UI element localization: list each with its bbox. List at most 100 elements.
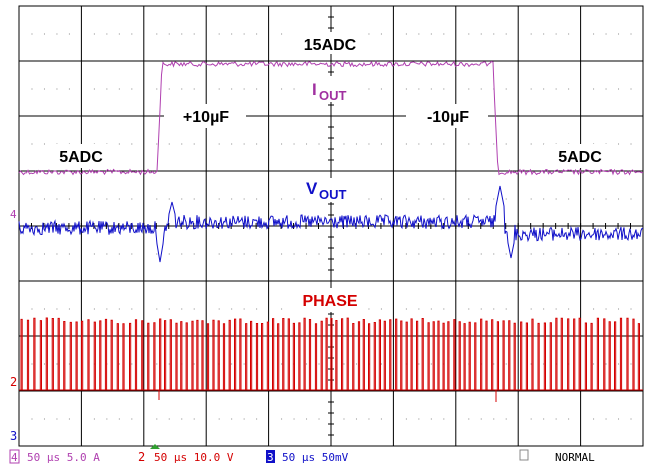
grid-dot: [630, 308, 632, 310]
grid-dot: [630, 198, 632, 200]
grid-dot: [231, 308, 233, 310]
grid-dot: [93, 308, 95, 310]
grid-dot: [193, 143, 195, 145]
grid-dot: [68, 363, 70, 365]
grid-dot: [156, 418, 158, 420]
grid-dot: [343, 363, 345, 365]
grid-dot: [218, 143, 220, 145]
grid-dot: [193, 418, 195, 420]
grid-dot: [493, 33, 495, 35]
grid-dot: [231, 363, 233, 365]
grid-dot: [405, 88, 407, 90]
grid-dot: [168, 88, 170, 90]
grid-dot: [68, 33, 70, 35]
grid-dot: [118, 33, 120, 35]
grid-dot: [480, 88, 482, 90]
grid-dot: [605, 363, 607, 365]
grid-dot: [630, 418, 632, 420]
grid-dot: [56, 418, 58, 420]
grid-dot: [131, 88, 133, 90]
grid-dot: [530, 143, 532, 145]
grid-dot: [118, 143, 120, 145]
grid-dot: [231, 88, 233, 90]
grid-dot: [281, 33, 283, 35]
grid-dot: [31, 308, 33, 310]
grid-dot: [168, 253, 170, 255]
grid-dot: [630, 363, 632, 365]
grid-dot: [168, 143, 170, 145]
vout-trace: [18, 185, 644, 263]
grid-dot: [131, 33, 133, 35]
grid-dot: [43, 33, 45, 35]
grid-dot: [368, 253, 370, 255]
phase-label: PHASE: [302, 293, 357, 310]
grid-dot: [243, 143, 245, 145]
vout-label-main: V: [306, 179, 318, 198]
grid-dot: [443, 33, 445, 35]
grid-dot: [218, 308, 220, 310]
grid-dot: [605, 253, 607, 255]
grid-dot: [443, 418, 445, 420]
vout-waveform: [18, 185, 644, 263]
grid-dot: [181, 88, 183, 90]
grid-dot: [156, 308, 158, 310]
ch2-marker: 2: [10, 375, 17, 389]
grid-dot: [131, 253, 133, 255]
grid-dot: [256, 308, 258, 310]
grid-dot: [605, 88, 607, 90]
step-up-label: +10µF: [183, 109, 229, 126]
grid-dot: [568, 418, 570, 420]
grid-dot: [355, 418, 357, 420]
grid-dot: [380, 363, 382, 365]
grid-dot: [68, 253, 70, 255]
grid-dot: [468, 198, 470, 200]
ch4-number: 4: [11, 451, 18, 464]
grid-dot: [31, 33, 33, 35]
grid-dot: [118, 418, 120, 420]
grid-dot: [530, 253, 532, 255]
grid-dot: [618, 363, 620, 365]
grid-dot: [418, 88, 420, 90]
grid-dot: [106, 33, 108, 35]
grid-dot: [605, 33, 607, 35]
grid-dot: [430, 363, 432, 365]
grid-dot: [543, 363, 545, 365]
grid-dot: [593, 418, 595, 420]
grid-dot: [380, 143, 382, 145]
status-bar: 4 50 µs 5.0 A 2 50 µs 10.0 V 3 50 µs 50m…: [9, 449, 595, 464]
grid-dot: [168, 363, 170, 365]
grid-dot: [418, 33, 420, 35]
grid-dot: [405, 308, 407, 310]
grid-dot: [318, 418, 320, 420]
grid-dot: [568, 33, 570, 35]
grid-dot: [530, 198, 532, 200]
grid-dot: [31, 363, 33, 365]
grid-dot: [605, 308, 607, 310]
grid-dot: [56, 363, 58, 365]
grid-dot: [530, 363, 532, 365]
grid-dot: [218, 418, 220, 420]
grid-dot: [505, 143, 507, 145]
grid-dot: [106, 253, 108, 255]
grid-dot: [68, 418, 70, 420]
grid-dot: [31, 418, 33, 420]
grid-dot: [405, 33, 407, 35]
step-down-label: -10µF: [427, 109, 469, 126]
grid-dot: [106, 88, 108, 90]
grid-dot: [605, 198, 607, 200]
grid-dot: [243, 88, 245, 90]
grid-dot: [480, 198, 482, 200]
grid-dot: [243, 418, 245, 420]
grid-dot: [630, 33, 632, 35]
grid-dot: [468, 418, 470, 420]
grid-dot: [43, 143, 45, 145]
grid-dot: [593, 363, 595, 365]
grid-dot: [355, 253, 357, 255]
grid-dot: [31, 253, 33, 255]
grid-dot: [156, 253, 158, 255]
grid-dot: [480, 143, 482, 145]
grid-dot: [93, 33, 95, 35]
ch2-number: 2: [138, 450, 145, 464]
grid-dot: [568, 308, 570, 310]
